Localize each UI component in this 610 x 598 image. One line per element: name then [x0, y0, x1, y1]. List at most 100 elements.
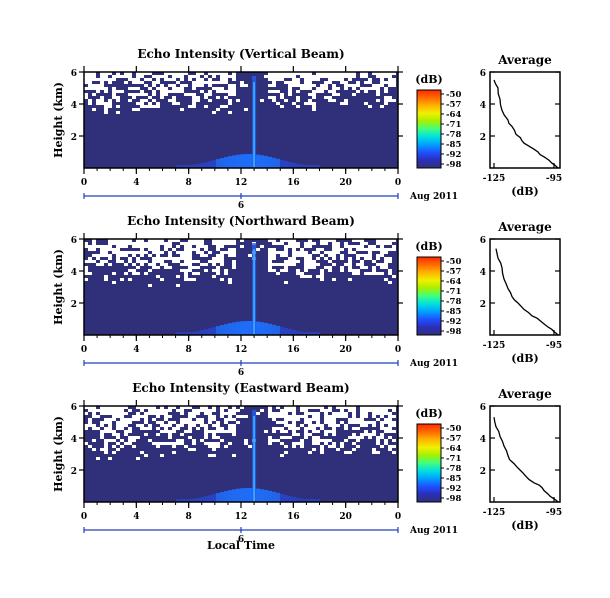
missing-data-cell [108, 245, 112, 248]
missing-data-cell [188, 424, 192, 427]
missing-data-cell [280, 412, 284, 415]
missing-data-cell [140, 90, 144, 93]
missing-data-cell [212, 257, 216, 260]
colorbar-tick-label: -64 [446, 444, 461, 454]
missing-data-cell [308, 87, 312, 90]
missing-data-cell [168, 90, 172, 93]
missing-data-cell [320, 269, 324, 272]
missing-data-cell [384, 99, 388, 102]
missing-data-cell [340, 254, 344, 257]
missing-data-cell [168, 421, 172, 424]
missing-data-cell [372, 415, 376, 418]
missing-data-cell [92, 406, 96, 409]
missing-data-cell [344, 87, 348, 90]
missing-data-cell [340, 269, 344, 272]
missing-data-cell [104, 406, 108, 409]
missing-data-cell [192, 242, 196, 245]
colorbar-tick-label: -50 [446, 90, 461, 100]
missing-data-cell [212, 269, 216, 272]
missing-data-cell [176, 102, 180, 105]
missing-data-cell [300, 254, 304, 257]
missing-data-cell [376, 451, 380, 454]
missing-data-cell [332, 418, 336, 421]
missing-data-cell [152, 442, 156, 445]
enhanced-echo-cell [316, 499, 320, 502]
missing-data-cell [272, 430, 276, 433]
enhanced-echo-cell [200, 330, 204, 335]
missing-data-cell [272, 78, 276, 81]
missing-data-cell [212, 436, 216, 439]
missing-data-cell [232, 409, 236, 412]
missing-data-cell [380, 445, 384, 448]
missing-data-cell [304, 260, 308, 263]
avg-x-label: (dB) [511, 352, 538, 365]
missing-data-cell [208, 412, 212, 415]
missing-data-cell [172, 102, 176, 105]
colorbar-unit: (dB) [415, 73, 442, 86]
missing-data-cell [84, 260, 88, 263]
missing-data-cell [168, 430, 172, 433]
missing-data-cell [212, 72, 216, 75]
missing-data-cell [108, 248, 112, 251]
missing-data-cell [296, 99, 300, 102]
x-tick-label: 8 [186, 178, 192, 188]
missing-data-cell [140, 260, 144, 263]
missing-data-cell [280, 430, 284, 433]
missing-data-cell [284, 239, 288, 242]
missing-data-cell [268, 260, 272, 263]
missing-data-cell [188, 415, 192, 418]
missing-data-cell [140, 451, 144, 454]
missing-data-cell [228, 84, 232, 87]
missing-data-cell [120, 260, 124, 263]
missing-data-cell [380, 272, 384, 275]
avg-y-tick-label: 2 [480, 133, 486, 143]
colorbar-tick-label: -78 [446, 464, 461, 474]
enhanced-echo-cell [220, 492, 224, 502]
missing-data-cell [120, 421, 124, 424]
missing-data-cell [216, 421, 220, 424]
missing-data-cell [144, 406, 148, 409]
enhanced-echo-cell [284, 327, 288, 335]
missing-data-cell [200, 84, 204, 87]
missing-data-cell [348, 257, 352, 260]
missing-data-cell [208, 409, 212, 412]
missing-data-cell [136, 81, 140, 84]
missing-data-cell [304, 72, 308, 75]
missing-data-cell [372, 406, 376, 409]
missing-data-cell [232, 248, 236, 251]
missing-data-cell [196, 266, 200, 269]
missing-data-cell [208, 81, 212, 84]
missing-data-cell [144, 272, 148, 275]
missing-data-cell [180, 90, 184, 93]
missing-data-cell [324, 412, 328, 415]
missing-data-cell [92, 424, 96, 427]
missing-data-cell [152, 266, 156, 269]
missing-data-cell [388, 96, 392, 99]
missing-data-cell [228, 415, 232, 418]
missing-data-cell [208, 421, 212, 424]
missing-data-cell [332, 75, 336, 78]
missing-data-cell [176, 442, 180, 445]
missing-data-cell [108, 427, 112, 430]
missing-data-cell [292, 84, 296, 87]
missing-data-cell [88, 84, 92, 87]
missing-data-cell [128, 72, 132, 75]
missing-data-cell [228, 254, 232, 257]
missing-data-cell [388, 78, 392, 81]
missing-data-cell [328, 251, 332, 254]
missing-data-cell [384, 266, 388, 269]
missing-data-cell [344, 84, 348, 87]
missing-data-cell [216, 430, 220, 433]
missing-data-cell [92, 439, 96, 442]
enhanced-echo-cell [220, 158, 224, 168]
missing-data-cell [136, 260, 140, 263]
missing-data-cell [232, 72, 236, 75]
missing-data-cell [200, 421, 204, 424]
missing-data-cell [336, 93, 340, 96]
missing-data-cell [120, 251, 124, 254]
missing-data-cell [280, 442, 284, 445]
missing-data-cell [364, 87, 368, 90]
missing-data-cell [308, 412, 312, 415]
missing-data-cell [212, 260, 216, 263]
